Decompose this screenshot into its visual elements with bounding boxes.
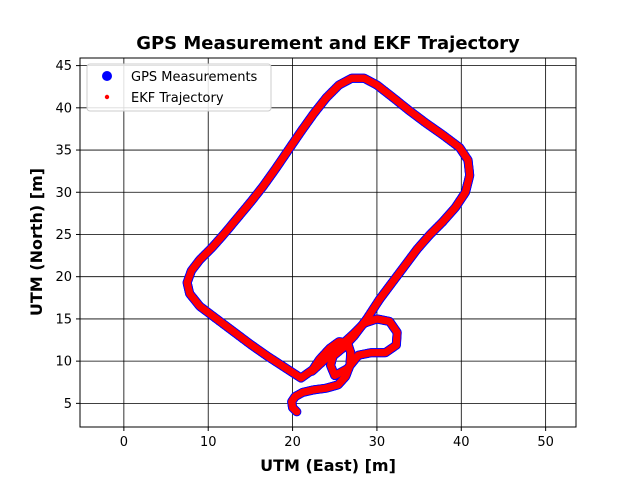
- x-tick-label: 0: [120, 435, 128, 450]
- x-tick-label: 30: [369, 435, 386, 450]
- plot-frame: [79, 57, 577, 428]
- x-tick-label: 50: [537, 435, 554, 450]
- series-ekf-trajectory: [183, 74, 474, 416]
- y-tick-label: 20: [55, 270, 72, 285]
- y-tick-label: 25: [55, 228, 72, 243]
- legend-label-ekf: EKF Trajectory: [131, 91, 224, 106]
- y-tick-label: 10: [55, 355, 72, 370]
- legend: GPS Measurements EKF Trajectory: [86, 63, 272, 112]
- y-tick-label: 5: [64, 397, 72, 412]
- ekf-point: [308, 367, 316, 375]
- y-tick-label: 45: [55, 59, 72, 74]
- y-axis-label: UTM (North) [m]: [27, 168, 46, 316]
- legend-marker-gps: [102, 71, 112, 81]
- x-tick-label: 20: [284, 435, 301, 450]
- y-axis-ticks: 5 10 15 20 25 30 35 40 45: [55, 59, 80, 412]
- x-axis-label: UTM (East) [m]: [260, 456, 396, 475]
- grid-lines: [80, 58, 576, 427]
- chart-title: GPS Measurement and EKF Trajectory: [136, 33, 520, 54]
- legend-box: [86, 63, 272, 112]
- y-tick-label: 15: [55, 312, 72, 327]
- y-tick-label: 35: [55, 144, 72, 159]
- x-axis-ticks: 0 10 20 30 40 50: [120, 427, 554, 450]
- legend-label-gps: GPS Measurements: [131, 70, 258, 85]
- x-tick-label: 10: [200, 435, 217, 450]
- x-tick-label: 40: [453, 435, 470, 450]
- legend-marker-ekf: [104, 94, 110, 100]
- y-tick-label: 30: [55, 186, 72, 201]
- y-tick-label: 40: [55, 101, 72, 116]
- series-layer: [182, 73, 475, 417]
